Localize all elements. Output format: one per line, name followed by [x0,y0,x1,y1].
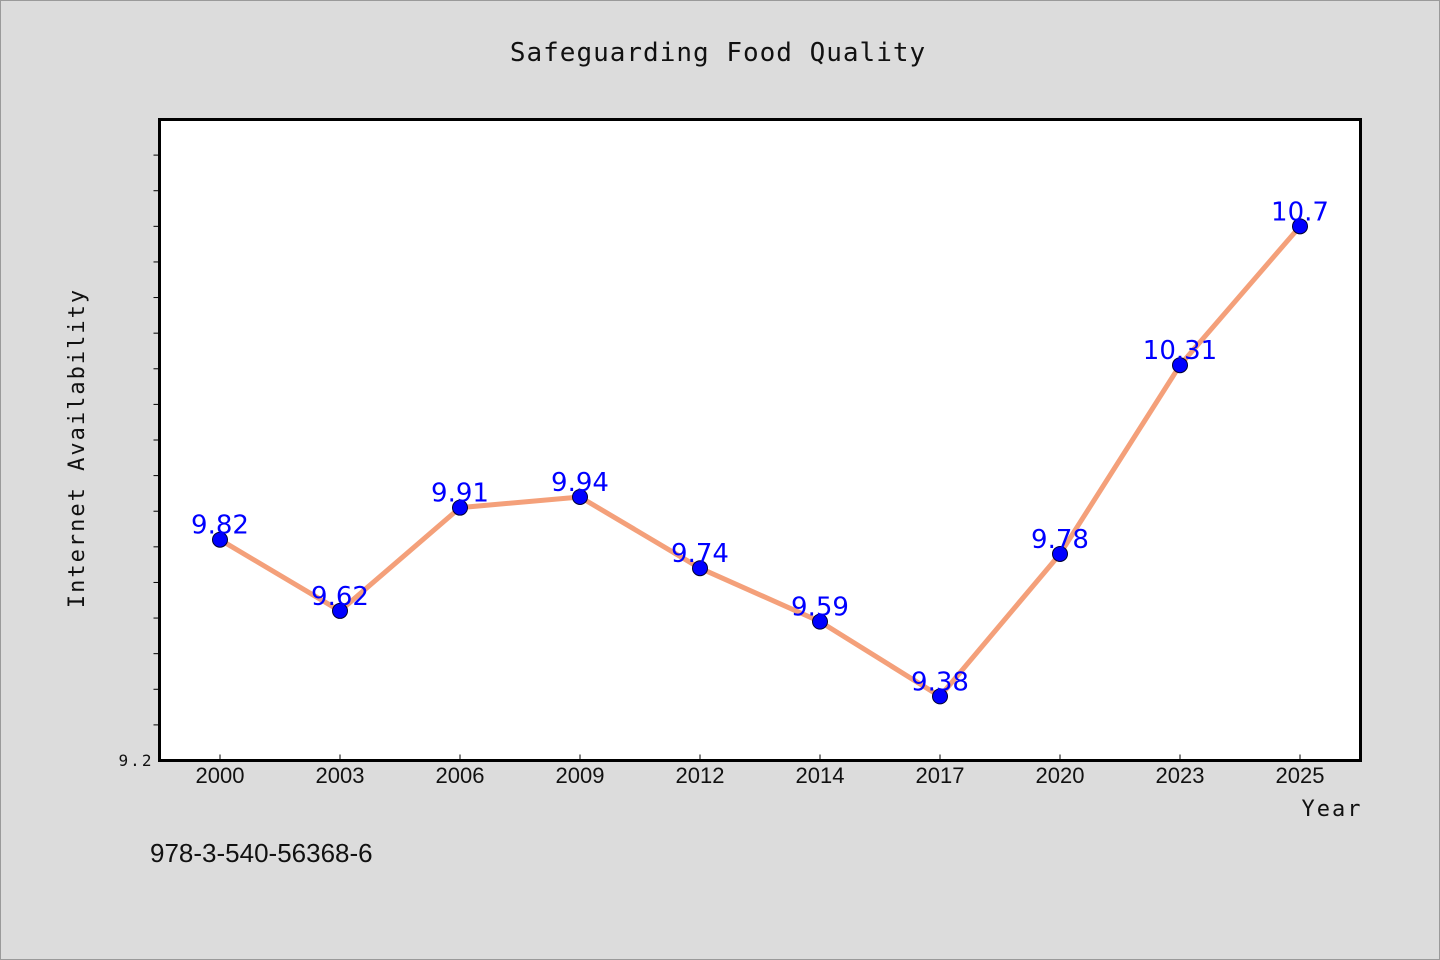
series-line [218,224,1302,699]
data-point [572,488,588,505]
data-point [1052,545,1068,562]
series-polyline [218,224,1302,699]
x-axis-label: Year [1302,797,1363,822]
data-label: 9.82 [191,511,249,541]
y-axis-label: Internet Availability [65,288,90,608]
x-axis-tick-labels: 2000 2003 2006 2009 2012 2014 2017 2020 2023 2025 [196,754,1325,788]
x-tick-label: 2017 [916,763,965,788]
x-tick-label: 2003 [316,763,365,788]
data-labels: 9.82 9.62 9.91 9.94 9.74 9.59 9.38 9.78 10.31 10.… [191,197,1329,697]
data-point [692,560,708,577]
data-point [332,602,348,619]
data-point [1172,357,1188,374]
data-label: 9.74 [671,539,729,569]
data-point [1292,218,1308,235]
chart-title: Safeguarding Food Quality [510,38,926,68]
x-tick-label: 2012 [676,763,725,788]
x-tick-label: 2014 [796,763,845,788]
x-tick-label: 2006 [436,763,485,788]
footer-isbn: 978-3-540-56368-6 [150,838,373,868]
x-tick-label: 2025 [1276,763,1325,788]
data-point [452,499,468,516]
data-label: 9.94 [551,468,609,498]
y-tick-label: 9.2 [119,751,154,770]
y-axis-ticks [153,154,160,726]
data-point [212,531,228,548]
data-point [812,613,828,630]
series-markers [212,218,1308,705]
plot-area [158,118,1362,762]
x-tick-label: 2020 [1036,763,1085,788]
x-tick-label: 2000 [196,763,245,788]
data-point [932,688,948,705]
data-label: 9.62 [311,582,369,612]
data-label: 9.59 [791,593,849,623]
x-tick-label: 2009 [556,763,605,788]
data-label: 9.78 [1031,525,1089,555]
data-label: 9.38 [911,667,969,697]
data-label: 10.31 [1143,336,1217,366]
data-label: 9.91 [431,479,489,509]
data-label: 10.7 [1271,197,1329,227]
x-tick-label: 2023 [1156,763,1205,788]
